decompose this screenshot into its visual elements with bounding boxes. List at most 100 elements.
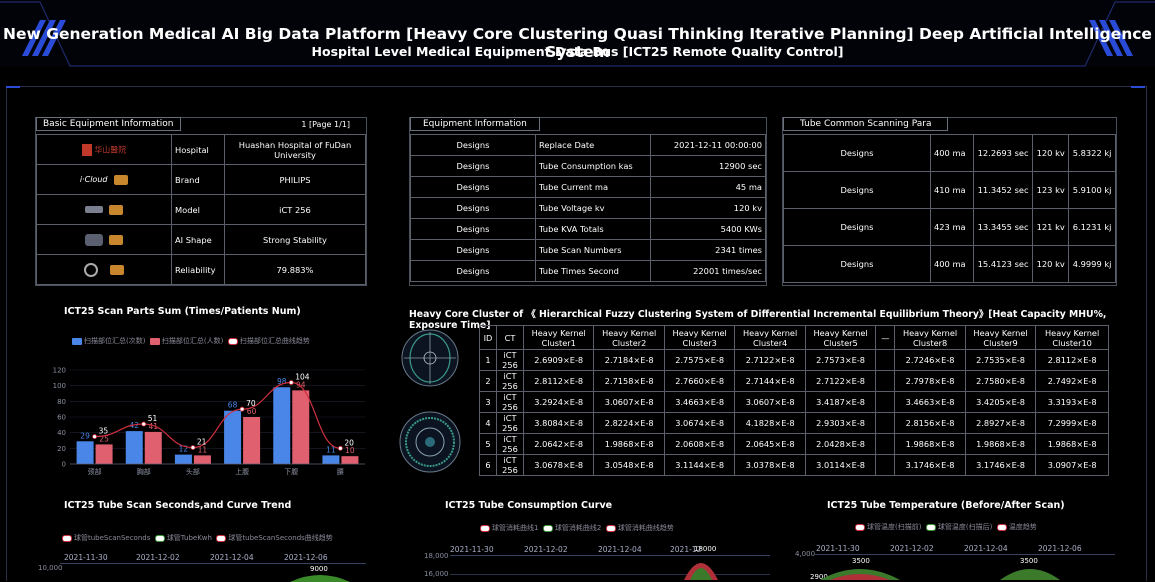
basic-info-page: 1 [Page 1/1]: [301, 120, 350, 129]
scan-parts-title: ICT25 Scan Parts Sum (Times/Patients Num…: [64, 306, 301, 317]
camera-icon: [114, 174, 129, 185]
row-designs: Designs: [783, 134, 931, 172]
legend-label: 球管消耗曲线1: [492, 524, 539, 532]
basic-info-title: Basic Equipment Information: [36, 117, 181, 131]
left-chevrons: [22, 20, 66, 56]
table-row: 华山醫院 Hospital Huashan Hospital of FuDan …: [36, 134, 366, 165]
cluster-cell: 3.0678×E-8: [522, 454, 595, 476]
cluster-cell: 3.4205×E-8: [964, 391, 1037, 413]
table-row: Designs 400 ma 12.2693 sec 120 kv 5.8322 kj: [783, 134, 1116, 172]
tube-temp-legend: 球管温度(扫描前) 球管温度(扫描后) 温度趋势: [855, 522, 1037, 532]
tube-consumption-area: [684, 563, 718, 580]
cluster-cell: 1.9868×E-8: [964, 433, 1037, 455]
scan-parts-chart: 0 20 40 60 80 100 120 29 25 颈部 42 41 胸部 12 11 头部 68 60 上腹 9…: [53, 367, 365, 476]
cluster-cell: 2.7580×E-8: [964, 370, 1037, 392]
row-value: Strong Stability: [224, 224, 366, 255]
row-designs: Designs: [410, 260, 536, 282]
row-value: iCT 256: [224, 194, 366, 225]
data-label: 60: [247, 407, 257, 416]
header-cell: Heavy Kernel Cluster3: [663, 325, 736, 350]
table-header-row: ID CT Heavy Kernel Cluster1 Heavy Kernel…: [479, 325, 1109, 350]
header-cell: CT: [496, 325, 524, 350]
data-label: 20: [344, 438, 354, 447]
date-label: 2021-11-30: [816, 544, 860, 553]
legend-swatch-times: [72, 337, 82, 345]
table-row: Model iCT 256: [36, 194, 366, 225]
ct-scanner-icon: [84, 206, 103, 214]
header-cell: Heavy Kernel Cluster5: [804, 325, 877, 350]
date-label: 2021-12-02: [524, 545, 568, 554]
legend-swatch: [925, 523, 936, 531]
bar-patients: [341, 456, 359, 464]
tube-scan-axis-line: [60, 563, 366, 564]
bar-patients: [144, 431, 162, 464]
legend-label: 球管tubeScanSeconds曲线趋势: [228, 534, 333, 542]
row-ma: 410 ma: [930, 171, 974, 209]
cluster-cell: 3.8084×E-8: [522, 412, 595, 434]
cluster-cell: [875, 412, 896, 434]
date-label: 2021-12-04: [964, 544, 1008, 553]
table-row: 2 iCT 256 2.8112×E-8 2.7158×E-8 2.7660×E-8 2.…: [479, 370, 1109, 392]
page-subtitle: Hospital Level Medical Equipment Data Bu…: [311, 44, 844, 59]
row-kj: 5.9100 kj: [1068, 171, 1116, 209]
date-label: 2021-12-02: [890, 544, 934, 553]
header-cell: Heavy Kernel Cluster8: [894, 325, 966, 350]
bar-times: [322, 455, 340, 464]
cluster-cell: 2.7144×E-8: [734, 370, 806, 392]
table-row: Designs Tube Scan Numbers 2341 times: [410, 239, 766, 261]
data-label: 29: [80, 431, 90, 440]
peak-label: 18000: [694, 545, 717, 553]
x-tick-label: 腰: [337, 468, 344, 476]
tube-consumption-grid-line: [450, 574, 770, 575]
cluster-cell: 2.8927×E-8: [964, 412, 1037, 434]
model-image-cell: [36, 194, 172, 225]
row-kv: 120 kv: [1032, 134, 1070, 172]
bar-patients: [292, 390, 310, 464]
legend-label: 球管温度(扫描后): [937, 523, 993, 531]
y-tick-label: 40: [57, 429, 66, 437]
x-tick-label: 下腹: [284, 467, 298, 476]
row-label: Replace Date: [535, 134, 651, 156]
cluster-cell: 2.8112×E-8: [1035, 349, 1109, 371]
legend-swatch: [480, 524, 490, 532]
row-value: 22001 times/sec: [650, 260, 766, 282]
cluster-cell: iCT 256: [496, 391, 524, 413]
equipment-info-table: Designs Replace Date 2021-12-11 00:00:00 D…: [410, 134, 766, 282]
cluster-cell: 2.7158×E-8: [593, 370, 665, 392]
cluster-cell: 3.3193×E-8: [1035, 391, 1109, 413]
row-designs: Designs: [410, 134, 536, 156]
row-value: 120 kv: [650, 197, 766, 219]
y-tick-label: 80: [57, 398, 66, 406]
cluster-cell: 2.0608×E-8: [663, 433, 736, 455]
basic-info-table: 华山醫院 Hospital Huashan Hospital of FuDan …: [36, 134, 366, 285]
row-value: 5400 KWs: [650, 218, 766, 240]
data-label: 11: [198, 445, 208, 454]
x-tick-label: 颈部: [88, 467, 102, 476]
header-cell: Heavy Kernel Cluster1: [522, 325, 595, 350]
cluster-table-body: 1 iCT 256 2.6909×E-8 2.7184×E-8 2.7575×E-8 2.…: [479, 349, 1109, 476]
row-designs: Designs: [410, 197, 536, 219]
cluster-title: Heavy Core Cluster of 《 Hierarchical Fuz…: [409, 309, 1107, 331]
table-row: 5 iCT 256 2.0642×E-8 1.9868×E-8 2.0608×E-8 2.…: [479, 433, 1109, 455]
data-label: 12: [179, 445, 189, 454]
cluster-cell: 2.7575×E-8: [663, 349, 736, 371]
bar-times: [174, 454, 192, 464]
row-label: Model: [171, 194, 225, 225]
cluster-cell: 2.8156×E-8: [894, 412, 966, 434]
legend-swatch: [542, 524, 553, 532]
data-label: 104: [295, 373, 310, 382]
row-value: 45 ma: [650, 176, 766, 198]
y-tick-label: 100: [53, 382, 66, 390]
tube-temp-axis-line: [815, 554, 1115, 555]
tube-temp-title: ICT25 Tube Temperature (Before/After Sca…: [827, 500, 1065, 511]
y-tick-label: 60: [57, 414, 66, 422]
cluster-cell: 2.7660×E-8: [663, 370, 736, 392]
ct-scan-bottom-icon: [399, 411, 461, 473]
data-label: 21: [197, 438, 207, 447]
camera-icon: [110, 264, 125, 275]
data-label: 51: [148, 414, 158, 423]
cluster-cell: 3.0378×E-8: [734, 454, 806, 476]
page-title: New Generation Medical AI Big Data Platf…: [3, 25, 1152, 61]
data-label: 41: [148, 422, 158, 431]
bar-times: [224, 410, 242, 464]
